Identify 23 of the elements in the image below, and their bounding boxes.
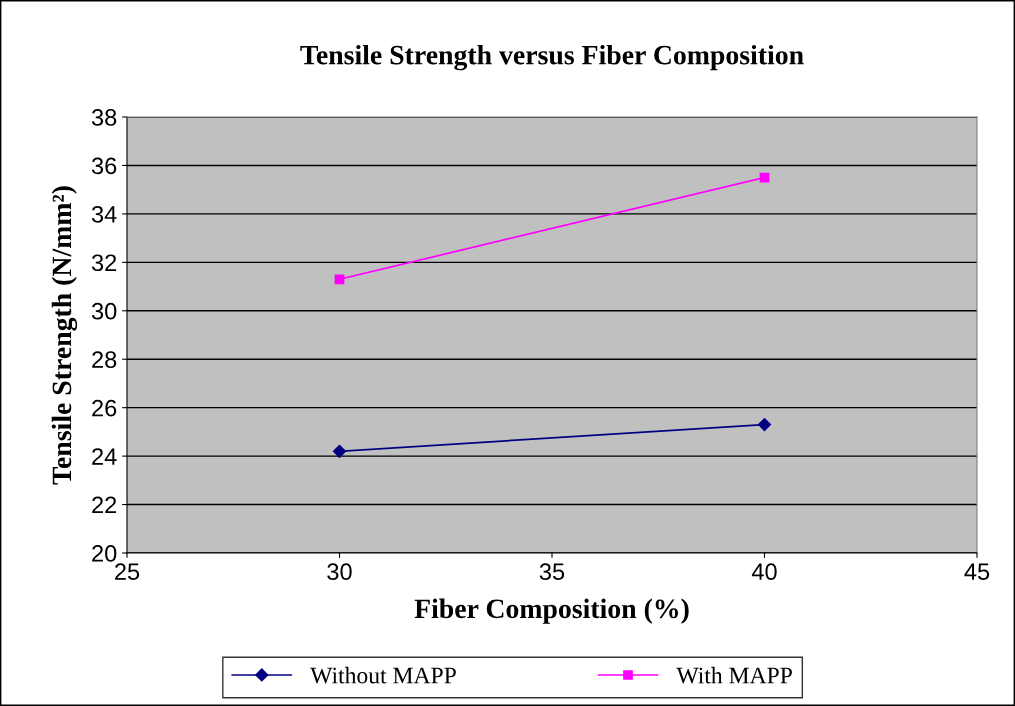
y-tick-label: 22 <box>92 496 117 514</box>
x-axis-title: Fiber Composition (%) <box>414 598 689 624</box>
chart-title: Tensile Strength versus Fiber Composition <box>300 44 804 71</box>
point <box>757 418 772 432</box>
y-tick-label: 38 <box>91 109 117 126</box>
x-tick-label: 45 <box>964 563 990 581</box>
y-tick-label: 34 <box>91 205 117 223</box>
x-tick-label: 30 <box>327 563 352 581</box>
point <box>334 274 345 285</box>
x-tick-label: 35 <box>539 563 565 581</box>
legend-label: Without MAPP <box>310 666 456 684</box>
y-tick-label: 36 <box>91 157 117 175</box>
y-tick-label: 20 <box>92 545 117 562</box>
x-tick-label: 25 <box>115 563 140 581</box>
y-tick-label: 26 <box>92 399 117 417</box>
y-tick-label: 24 <box>92 448 117 465</box>
legend-label: With MAPP <box>676 666 792 684</box>
point <box>332 444 347 458</box>
y-tick-label: 30 <box>91 302 117 320</box>
y-tick-label: 28 <box>92 351 117 369</box>
y-axis-title: Tensile Strength (N/mm²) <box>51 186 78 485</box>
x-tick-label: 40 <box>751 563 777 581</box>
y-tick-label: 32 <box>91 254 117 272</box>
